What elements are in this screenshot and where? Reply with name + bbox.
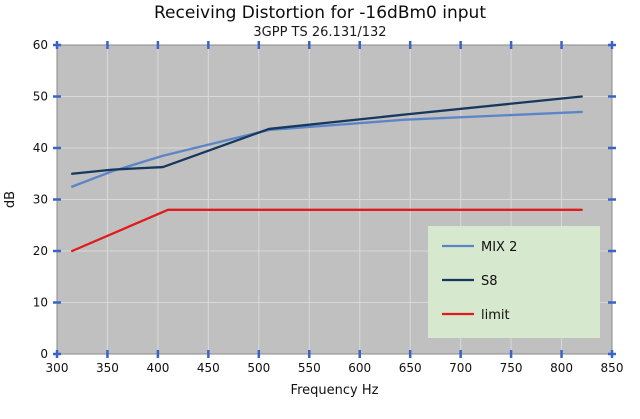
- x-tick-label: 400: [146, 361, 169, 375]
- y-tick-label: 40: [33, 141, 48, 155]
- series-line-s8: [70, 95, 583, 175]
- legend-label-s8: S8: [481, 274, 498, 289]
- series-line-mix-2: [70, 110, 583, 188]
- x-tick-label: 800: [550, 361, 573, 375]
- legend-box: [428, 226, 600, 338]
- x-tick-label: 500: [247, 361, 270, 375]
- y-tick-label: 60: [33, 40, 48, 52]
- y-axis-label: dB: [3, 191, 18, 208]
- chart-title: Receiving Distortion for -16dBm0 input: [154, 3, 486, 23]
- x-tick-label: 700: [449, 361, 472, 375]
- legend-label-limit: limit: [481, 308, 510, 323]
- x-tick-label: 450: [197, 361, 220, 375]
- plot-area: 0 10 20 30 40 50 60 300 350 400 450 500 550 600 650 700…: [3, 40, 624, 398]
- y-tick-label: 10: [33, 296, 48, 310]
- x-tick-label: 600: [348, 361, 371, 375]
- x-tick-label: 650: [399, 361, 422, 375]
- x-tick-label: 550: [298, 361, 321, 375]
- x-tick-label: 300: [46, 361, 69, 375]
- y-tick-label: 0: [40, 347, 48, 361]
- x-tick-label: 850: [601, 361, 624, 375]
- y-tick-label: 20: [33, 244, 48, 258]
- series-line-limit: [70, 208, 583, 253]
- y-tick-label: 50: [33, 90, 48, 104]
- x-tick-label: 750: [500, 361, 523, 375]
- x-tick-label: 350: [96, 361, 119, 375]
- legend-label-mix-2: MIX 2: [481, 240, 517, 255]
- chart-subtitle: 3GPP TS 26.131/132: [253, 25, 387, 40]
- x-axis-label: Frequency Hz: [291, 383, 379, 398]
- y-tick-label: 30: [33, 193, 48, 207]
